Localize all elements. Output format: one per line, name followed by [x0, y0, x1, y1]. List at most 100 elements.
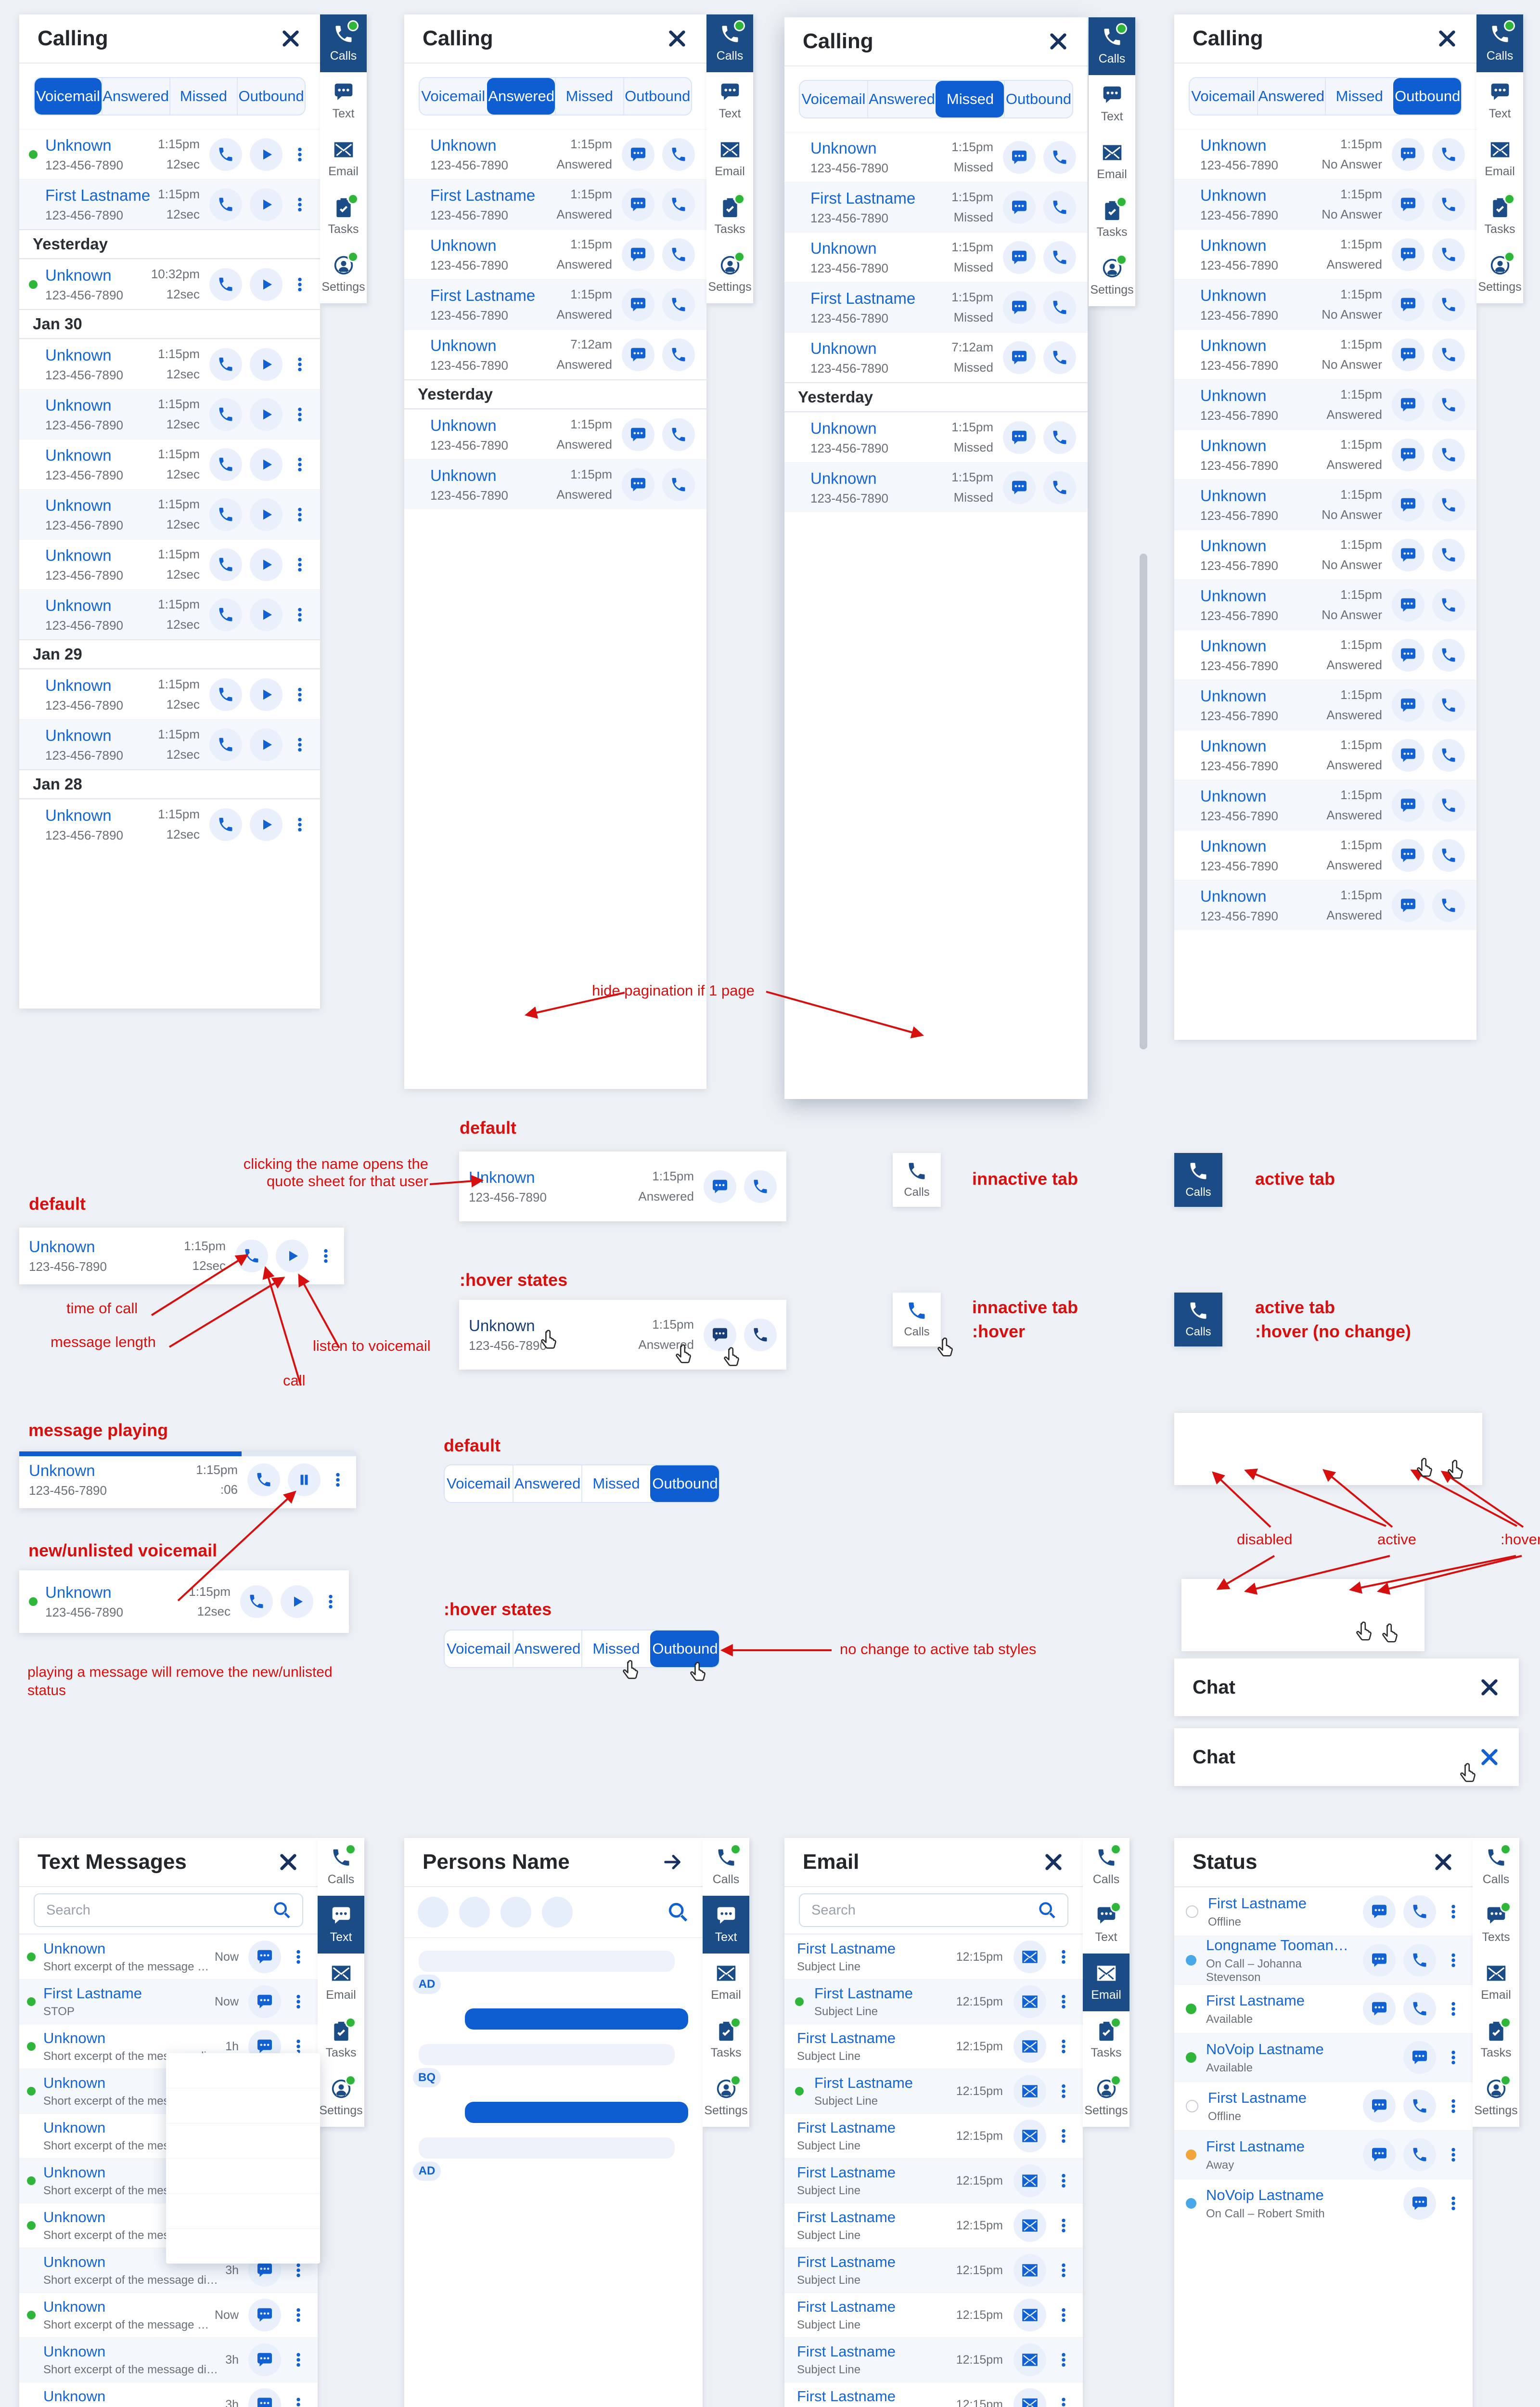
filter-tab[interactable]: Outbound: [650, 1631, 719, 1667]
sidebar-tab[interactable]: Email: [318, 1954, 364, 2011]
kebab-menu-icon[interactable]: [291, 505, 308, 525]
caller-name[interactable]: Unknown: [469, 1168, 535, 1186]
email-icon[interactable]: [1014, 2030, 1046, 2063]
sender-name[interactable]: Unknown: [43, 1940, 106, 1957]
sidebar-tab[interactable]: Email: [1473, 1954, 1519, 2011]
caller-name[interactable]: Unknown: [810, 339, 877, 357]
text-icon[interactable]: [1392, 738, 1424, 772]
sidebar-tab[interactable]: Settings: [318, 2069, 364, 2127]
call-icon[interactable]: [209, 188, 242, 221]
call-row[interactable]: Unknown 123-456-7890 1:15pm 12sec: [19, 339, 320, 389]
call-row[interactable]: Unknown 123-456-7890 1:15pm No Answer: [1174, 580, 1476, 630]
call-icon[interactable]: [1432, 789, 1465, 822]
call-row[interactable]: Unknown 123-456-7890 1:15pm Answered: [404, 459, 706, 509]
sidebar-tab[interactable]: Email: [320, 130, 367, 188]
kebab-menu-icon[interactable]: [1055, 1947, 1072, 1967]
text-icon[interactable]: [1392, 388, 1424, 421]
sidebar-tab[interactable]: Settings: [1473, 2069, 1519, 2127]
caller-name[interactable]: Unknown: [45, 396, 112, 414]
sidebar-tab[interactable]: Settings: [1476, 246, 1523, 303]
email-sender[interactable]: First Lastname: [797, 2343, 896, 2360]
caller-name[interactable]: Unknown: [45, 546, 112, 564]
caller-name[interactable]: Unknown: [1200, 286, 1267, 304]
call-icon[interactable]: [1432, 738, 1465, 772]
caller-name[interactable]: Unknown: [430, 336, 497, 354]
caller-name[interactable]: Unknown: [45, 596, 112, 614]
filter-tab[interactable]: Answered: [487, 78, 555, 115]
email-sender[interactable]: First Lastname: [814, 1985, 913, 2002]
text-icon[interactable]: [1363, 2090, 1396, 2122]
close-icon[interactable]: [1478, 1676, 1501, 1698]
call-icon[interactable]: [662, 188, 695, 221]
play-voicemail-icon[interactable]: [250, 498, 282, 531]
call-icon[interactable]: [1043, 291, 1076, 324]
filter-tab[interactable]: Outbound: [650, 1465, 719, 1502]
filter-tab[interactable]: Answered: [101, 78, 169, 115]
caller-name[interactable]: Unknown: [430, 136, 497, 154]
email-icon[interactable]: [1014, 2299, 1046, 2331]
call-icon[interactable]: [1043, 141, 1076, 174]
call-icon[interactable]: [1403, 2090, 1436, 2122]
caller-name[interactable]: Unknown: [810, 139, 877, 157]
email-sender[interactable]: First Lastname: [797, 2388, 896, 2405]
email-row[interactable]: First Lastname Subject Line 12:15pm: [784, 1979, 1083, 2024]
text-icon[interactable]: [1392, 538, 1424, 571]
call-icon[interactable]: [1403, 1944, 1436, 1977]
close-icon[interactable]: [1042, 1851, 1065, 1873]
close-icon[interactable]: [1047, 30, 1069, 52]
call-row[interactable]: Unknown 123-456-7890 1:15pm Missed: [784, 462, 1088, 512]
sidebar-tab[interactable]: Calls: [320, 14, 367, 72]
kebab-menu-icon[interactable]: [291, 815, 308, 835]
menu-item[interactable]: [166, 2088, 320, 2123]
call-icon[interactable]: [235, 1240, 268, 1272]
filter-tab[interactable]: Answered: [867, 81, 936, 117]
call-row[interactable]: Unknown 123-456-7890 1:15pm Answered: [404, 129, 706, 179]
sidebar-tab[interactable]: Calls: [1083, 1838, 1129, 1896]
call-row[interactable]: Unknown 123-456-7890 1:15pm 12sec: [19, 669, 320, 719]
call-row[interactable]: Unknown 123-456-7890 1:15pm 12sec: [19, 489, 320, 539]
kebab-menu-icon[interactable]: [290, 2394, 307, 2407]
text-icon[interactable]: [622, 418, 654, 451]
text-icon[interactable]: [248, 1985, 281, 2018]
caller-name[interactable]: Unknown: [810, 469, 877, 487]
email-row[interactable]: First Lastname Subject Line 12:15pm: [784, 2337, 1083, 2382]
kebab-menu-icon[interactable]: [1055, 2260, 1072, 2280]
sidebar-tab[interactable]: Email: [706, 130, 753, 188]
kebab-menu-icon[interactable]: [1445, 1950, 1462, 1970]
call-icon[interactable]: [1432, 288, 1465, 321]
sidebar-tab[interactable]: Settings: [703, 2069, 749, 2127]
call-row[interactable]: Unknown 123-456-7890 7:12am Missed: [784, 332, 1088, 382]
sidebar-tab[interactable]: Settings: [320, 246, 367, 303]
member-name[interactable]: First Lastname: [1206, 1992, 1305, 2009]
sender-name[interactable]: Unknown: [43, 2388, 106, 2405]
caller-name[interactable]: Unknown: [45, 136, 112, 154]
kebab-menu-icon[interactable]: [1055, 2305, 1072, 2325]
call-icon[interactable]: [1043, 191, 1076, 224]
call-icon[interactable]: [209, 268, 242, 301]
text-message-row[interactable]: Unknown Short excerpt of the message dis…: [19, 2337, 318, 2382]
kebab-menu-icon[interactable]: [291, 404, 308, 425]
search-icon[interactable]: [272, 1901, 292, 1920]
text-message-row[interactable]: Unknown Short excerpt of the message dis…: [19, 1934, 318, 1979]
close-icon[interactable]: [280, 27, 302, 50]
text-icon[interactable]: [622, 238, 654, 271]
call-icon[interactable]: [1432, 488, 1465, 521]
search-icon[interactable]: [1038, 1901, 1057, 1920]
play-voicemail-icon[interactable]: [250, 678, 282, 711]
text-icon[interactable]: [1392, 288, 1424, 321]
filter-tab[interactable]: Outbound: [1393, 78, 1461, 115]
kebab-menu-icon[interactable]: [291, 735, 308, 755]
play-voicemail-icon[interactable]: [250, 188, 282, 221]
caller-name[interactable]: Unknown: [1200, 536, 1267, 555]
caller-name[interactable]: Unknown: [45, 1583, 112, 1601]
call-row[interactable]: First Lastname 123-456-7890 1:15pm Misse…: [784, 282, 1088, 332]
call-row[interactable]: Unknown 123-456-7890 1:15pm Answered: [1174, 229, 1476, 279]
text-icon[interactable]: [1363, 2138, 1396, 2171]
call-row[interactable]: Unknown 123-456-7890 1:15pm Answered: [1174, 379, 1476, 429]
filter-tab[interactable]: Voicemail: [1191, 88, 1256, 104]
email-row[interactable]: First Lastname Subject Line 12:15pm: [784, 2203, 1083, 2248]
sidebar-tab[interactable]: Tasks: [703, 2011, 749, 2069]
kebab-menu-icon[interactable]: [1055, 2350, 1072, 2370]
call-row[interactable]: Unknown 123-456-7890 1:15pm Answered: [404, 229, 706, 279]
sidebar-tab[interactable]: Text: [1083, 1896, 1129, 1954]
